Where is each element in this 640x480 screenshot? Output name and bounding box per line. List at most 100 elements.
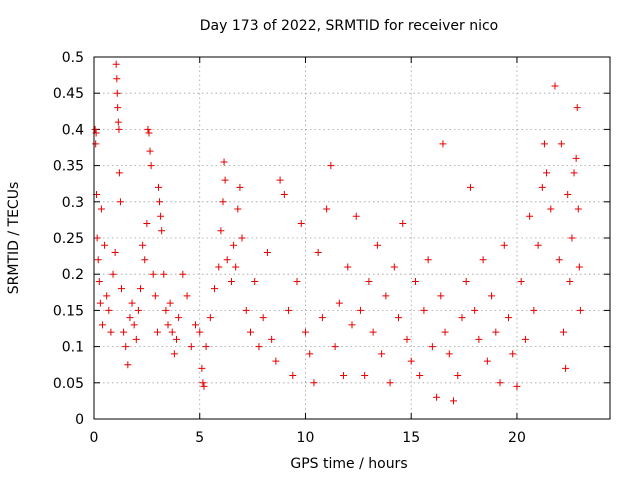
grid-layer: [94, 57, 610, 419]
data-point: [162, 307, 169, 314]
data-point: [175, 314, 182, 321]
data-point: [535, 242, 542, 249]
x-tick-label: 0: [90, 430, 99, 446]
data-point: [425, 256, 432, 263]
data-point: [236, 184, 243, 191]
data-point: [95, 256, 102, 263]
data-point: [302, 329, 309, 336]
y-tick-label: 0.15: [53, 303, 84, 319]
data-point: [281, 191, 288, 198]
data-point: [323, 206, 330, 213]
data-point: [230, 242, 237, 249]
data-point: [120, 329, 127, 336]
data-point: [501, 242, 508, 249]
data-point: [353, 213, 360, 220]
data-point: [150, 271, 157, 278]
data-point: [203, 343, 210, 350]
data-point: [97, 300, 104, 307]
data-point: [530, 307, 537, 314]
data-point: [207, 314, 214, 321]
data-point: [133, 336, 140, 343]
data-point: [558, 140, 565, 147]
x-axis-title: GPS time / hours: [290, 456, 407, 472]
data-point: [188, 343, 195, 350]
data-point: [224, 256, 231, 263]
data-point: [277, 177, 284, 184]
data-point: [239, 235, 246, 242]
chart-title: Day 173 of 2022, SRMTID for receiver nic…: [200, 18, 498, 34]
data-point: [552, 82, 559, 89]
data-point: [458, 314, 465, 321]
data-point: [148, 162, 155, 169]
data-point: [556, 256, 563, 263]
y-tick-label: 0.05: [53, 376, 84, 392]
data-point: [349, 321, 356, 328]
data-point: [114, 90, 121, 97]
data-point: [518, 278, 525, 285]
data-point: [442, 329, 449, 336]
data-point: [160, 271, 167, 278]
srmtid-scatter-chart: Day 173 of 2022, SRMTID for receiver nic…: [0, 0, 640, 480]
data-point: [171, 350, 178, 357]
data-point: [143, 220, 150, 227]
x-tick-label: 5: [195, 430, 204, 446]
data-point: [116, 169, 123, 176]
data-point: [157, 213, 164, 220]
x-tick-label: 10: [297, 430, 315, 446]
data-point: [488, 292, 495, 299]
data-point: [437, 292, 444, 299]
data-point: [196, 329, 203, 336]
data-point: [152, 292, 159, 299]
data-point: [217, 227, 224, 234]
data-point: [370, 329, 377, 336]
data-point: [251, 278, 258, 285]
data-point: [505, 314, 512, 321]
data-point: [564, 191, 571, 198]
data-point: [139, 242, 146, 249]
data-point: [215, 263, 222, 270]
data-point: [416, 372, 423, 379]
data-point: [126, 314, 133, 321]
y-tick-label: 0.35: [53, 159, 84, 175]
data-point: [98, 206, 105, 213]
data-point: [562, 365, 569, 372]
data-point: [118, 285, 125, 292]
data-point: [471, 307, 478, 314]
y-axis-title: SRMTID / TECUs: [6, 182, 22, 295]
y-tick-label: 0.45: [53, 86, 84, 102]
data-point: [129, 300, 136, 307]
data-point: [167, 300, 174, 307]
data-point: [574, 104, 581, 111]
data-point: [319, 314, 326, 321]
data-point: [336, 300, 343, 307]
data-point: [387, 379, 394, 386]
data-point: [173, 336, 180, 343]
data-point: [113, 61, 120, 68]
data-point: [412, 278, 419, 285]
data-point: [200, 383, 207, 390]
data-point: [198, 365, 205, 372]
data-point: [135, 307, 142, 314]
data-point: [310, 379, 317, 386]
data-point: [539, 184, 546, 191]
data-point: [112, 249, 119, 256]
data-point: [522, 336, 529, 343]
data-point: [115, 126, 122, 133]
data-point: [298, 220, 305, 227]
data-point: [509, 350, 516, 357]
data-point: [382, 292, 389, 299]
data-point: [169, 329, 176, 336]
data-point: [374, 242, 381, 249]
y-tick-label: 0.5: [62, 50, 84, 66]
data-point: [513, 383, 520, 390]
data-point: [192, 321, 199, 328]
data-point: [141, 256, 148, 263]
data-point: [144, 126, 151, 133]
data-point: [378, 350, 385, 357]
data-point: [264, 249, 271, 256]
data-point: [408, 358, 415, 365]
data-point: [526, 213, 533, 220]
data-point: [211, 285, 218, 292]
y-tick-label: 0: [75, 412, 84, 428]
data-point: [115, 119, 122, 126]
